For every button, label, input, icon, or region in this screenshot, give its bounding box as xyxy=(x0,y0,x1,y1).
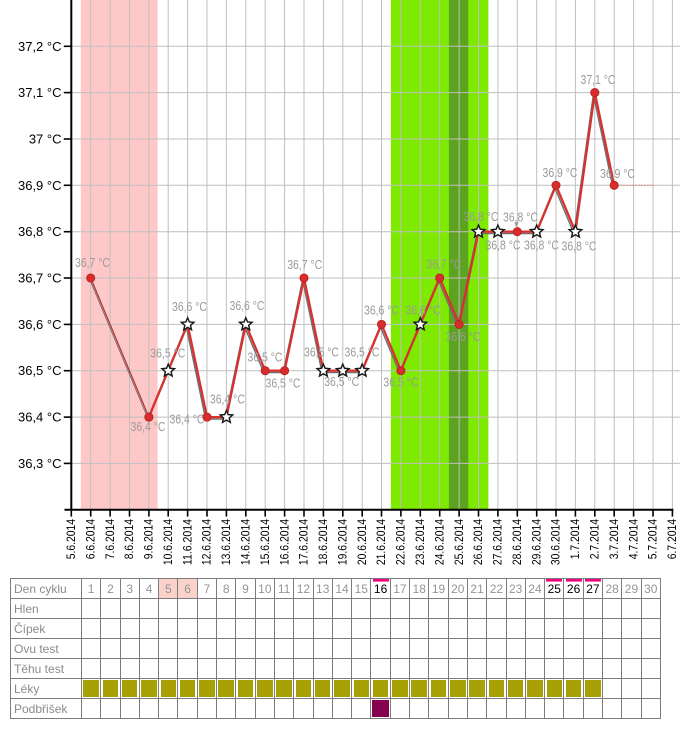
svg-text:27.6.2014: 27.6.2014 xyxy=(493,518,505,565)
svg-text:36,7 °C: 36,7 °C xyxy=(427,257,462,272)
svg-text:36,7 °C: 36,7 °C xyxy=(75,255,110,270)
svg-text:18.6.2014: 18.6.2014 xyxy=(318,518,330,565)
svg-text:2.7.2014: 2.7.2014 xyxy=(590,518,602,559)
svg-text:30.6.2014: 30.6.2014 xyxy=(551,518,563,565)
svg-text:15.6.2014: 15.6.2014 xyxy=(260,518,272,565)
svg-text:19.6.2014: 19.6.2014 xyxy=(338,518,350,565)
svg-text:3.7.2014: 3.7.2014 xyxy=(609,518,621,559)
svg-text:36,5 °C: 36,5 °C xyxy=(383,375,418,390)
svg-text:5.6.2014: 5.6.2014 xyxy=(66,518,78,559)
svg-text:4.7.2014: 4.7.2014 xyxy=(628,518,640,559)
svg-text:16.6.2014: 16.6.2014 xyxy=(279,518,291,565)
svg-text:21.6.2014: 21.6.2014 xyxy=(376,518,388,565)
svg-text:36,8 °C: 36,8 °C xyxy=(524,238,559,253)
svg-text:37,2 °C: 37,2 °C xyxy=(18,39,62,54)
svg-text:36,8 °C: 36,8 °C xyxy=(486,238,521,253)
svg-text:5.7.2014: 5.7.2014 xyxy=(648,518,660,559)
svg-text:14.6.2014: 14.6.2014 xyxy=(241,518,253,565)
svg-text:36,4 °C: 36,4 °C xyxy=(18,410,62,425)
svg-text:36,3 °C: 36,3 °C xyxy=(18,456,62,471)
svg-text:36,9 °C: 36,9 °C xyxy=(18,178,62,193)
svg-text:22.6.2014: 22.6.2014 xyxy=(396,518,408,565)
svg-text:36,6 °C: 36,6 °C xyxy=(172,299,207,314)
svg-text:36,8 °C: 36,8 °C xyxy=(18,224,62,239)
svg-text:37 °C: 37 °C xyxy=(29,132,62,147)
svg-text:26.6.2014: 26.6.2014 xyxy=(473,518,485,565)
svg-text:6.7.2014: 6.7.2014 xyxy=(667,518,679,559)
svg-text:37,1 °C: 37,1 °C xyxy=(581,72,616,87)
svg-text:17.6.2014: 17.6.2014 xyxy=(299,518,311,565)
svg-text:36,6 °C: 36,6 °C xyxy=(230,298,265,313)
svg-text:36,4 °C: 36,4 °C xyxy=(210,392,245,407)
svg-text:36,5 °C: 36,5 °C xyxy=(324,374,359,389)
svg-text:29.6.2014: 29.6.2014 xyxy=(531,518,543,565)
svg-text:36,6 °C: 36,6 °C xyxy=(18,317,62,332)
svg-text:36,5 °C: 36,5 °C xyxy=(345,345,380,360)
svg-text:8.6.2014: 8.6.2014 xyxy=(124,518,136,559)
svg-text:36,5 °C: 36,5 °C xyxy=(304,345,339,360)
svg-text:12.6.2014: 12.6.2014 xyxy=(202,518,214,565)
svg-text:36,9 °C: 36,9 °C xyxy=(600,166,635,181)
svg-text:20.6.2014: 20.6.2014 xyxy=(357,518,369,565)
svg-text:36,5 °C: 36,5 °C xyxy=(248,350,283,365)
svg-text:1.7.2014: 1.7.2014 xyxy=(570,518,582,559)
svg-text:9.6.2014: 9.6.2014 xyxy=(144,518,156,559)
svg-text:36,5 °C: 36,5 °C xyxy=(266,376,301,391)
svg-text:36,9 °C: 36,9 °C xyxy=(543,165,578,180)
svg-text:36,6 °C: 36,6 °C xyxy=(446,329,481,344)
svg-text:36,7 °C: 36,7 °C xyxy=(287,257,322,272)
svg-text:36,8 °C: 36,8 °C xyxy=(562,239,597,254)
svg-text:11.6.2014: 11.6.2014 xyxy=(182,518,194,565)
svg-text:6.6.2014: 6.6.2014 xyxy=(85,518,97,559)
svg-text:10.6.2014: 10.6.2014 xyxy=(163,518,175,565)
svg-text:36,8 °C: 36,8 °C xyxy=(464,209,499,224)
svg-text:13.6.2014: 13.6.2014 xyxy=(221,518,233,565)
svg-text:28.6.2014: 28.6.2014 xyxy=(512,518,524,565)
svg-text:36,6 °C: 36,6 °C xyxy=(406,303,441,318)
svg-text:36,5 °C: 36,5 °C xyxy=(150,346,185,361)
svg-text:36,6 °C: 36,6 °C xyxy=(364,303,399,318)
svg-text:7.6.2014: 7.6.2014 xyxy=(105,518,117,559)
svg-text:36,5 °C: 36,5 °C xyxy=(18,363,62,378)
svg-text:36,7 °C: 36,7 °C xyxy=(18,271,62,286)
svg-text:25.6.2014: 25.6.2014 xyxy=(454,518,466,565)
svg-text:36,4 °C: 36,4 °C xyxy=(131,419,166,434)
svg-text:23.6.2014: 23.6.2014 xyxy=(415,518,427,565)
svg-text:36,4 °C: 36,4 °C xyxy=(170,412,205,427)
svg-text:37,1 °C: 37,1 °C xyxy=(18,85,62,100)
svg-text:36,8 °C: 36,8 °C xyxy=(503,210,538,225)
svg-text:24.6.2014: 24.6.2014 xyxy=(434,518,446,565)
